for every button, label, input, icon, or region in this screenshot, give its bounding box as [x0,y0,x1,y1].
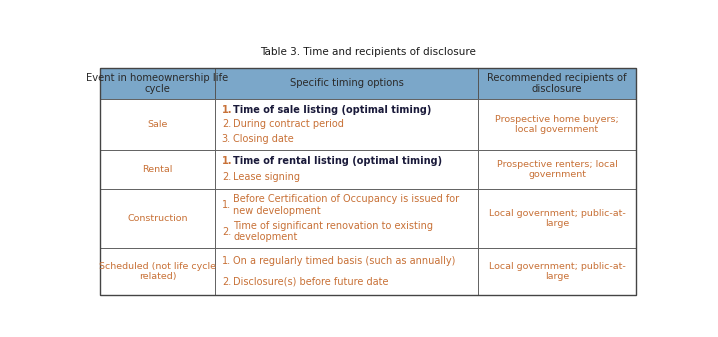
Text: 2.: 2. [222,277,231,286]
Text: Table 3. Time and recipients of disclosure: Table 3. Time and recipients of disclosu… [260,47,476,57]
Text: 3.: 3. [222,134,231,144]
Text: Scheduled (not life cycle
related): Scheduled (not life cycle related) [99,262,216,281]
Bar [100,150,215,189]
Text: Time of significant renovation to existing
development: Time of significant renovation to existi… [233,221,434,243]
Bar [478,189,636,248]
Text: Rental: Rental [142,165,172,174]
Bar [215,68,478,99]
Bar [215,248,478,295]
Bar [215,99,478,150]
Text: 1.: 1. [222,200,231,210]
Text: Specific timing options: Specific timing options [289,79,404,88]
Text: Local government; public-at-
large: Local government; public-at- large [489,262,625,281]
Bar [478,68,636,99]
Bar [478,248,636,295]
Text: Time of rental listing (optimal timing): Time of rental listing (optimal timing) [233,156,442,166]
Text: 1.: 1. [222,156,233,166]
Text: Prospective home buyers;
local government: Prospective home buyers; local governmen… [495,115,619,134]
Text: Lease signing: Lease signing [233,173,300,182]
Text: On a regularly timed basis (such as annually): On a regularly timed basis (such as annu… [233,256,456,266]
Bar [215,150,478,189]
Text: Recommended recipients of
disclosure: Recommended recipients of disclosure [488,73,627,94]
Bar [100,248,215,295]
Text: Construction: Construction [127,214,187,223]
Text: Sale: Sale [147,120,167,129]
Bar [100,99,215,150]
Bar [100,189,215,248]
Text: Event in homeownership life
cycle: Event in homeownership life cycle [86,73,228,94]
Text: 2.: 2. [222,173,231,182]
Text: Before Certification of Occupancy is issued for
new development: Before Certification of Occupancy is iss… [233,194,460,216]
Bar [478,99,636,150]
Bar [215,189,478,248]
Text: Time of sale listing (optimal timing): Time of sale listing (optimal timing) [233,105,432,115]
Text: Disclosure(s) before future date: Disclosure(s) before future date [233,277,389,286]
Bar [100,68,636,295]
Text: 1.: 1. [222,256,231,266]
Bar [478,150,636,189]
Text: Local government; public-at-
large: Local government; public-at- large [489,209,625,228]
Text: 2.: 2. [222,227,231,237]
Text: During contract period: During contract period [233,119,345,129]
Bar [100,68,215,99]
Text: 1.: 1. [222,105,233,115]
Text: Closing date: Closing date [233,134,294,144]
Text: Prospective renters; local
government: Prospective renters; local government [497,159,617,179]
Text: 2.: 2. [222,119,231,129]
